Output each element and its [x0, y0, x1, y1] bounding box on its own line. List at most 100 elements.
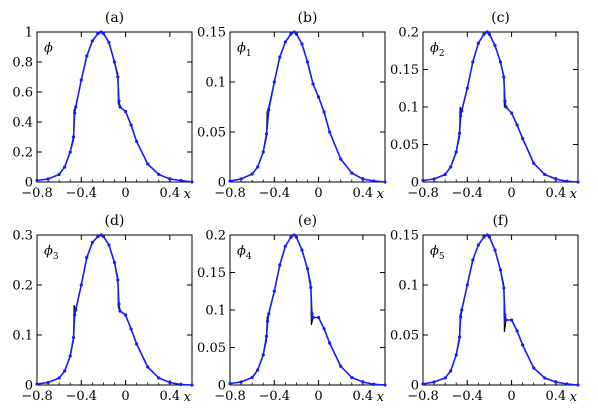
computed-point: [515, 123, 519, 127]
computed-point: [112, 60, 117, 64]
computed-point: [79, 283, 83, 287]
computed-point: [129, 327, 133, 331]
y-tick-label: 0.1: [12, 329, 33, 344]
computed-point: [372, 179, 376, 183]
reference-curve: [37, 234, 192, 385]
computed-point: [504, 318, 508, 322]
computed-point: [157, 172, 161, 177]
computed-point: [35, 382, 39, 386]
computed-point: [554, 177, 558, 181]
computed-point: [35, 178, 39, 183]
y-tick-label: 0.8: [12, 56, 33, 71]
computed-point: [509, 111, 514, 115]
computed-point: [272, 289, 276, 293]
computed-point: [503, 99, 507, 103]
computed-point: [322, 327, 326, 331]
computed-point: [521, 136, 525, 141]
y-tick-label: 0.2: [205, 229, 226, 244]
computed-point: [383, 180, 387, 184]
computed-point: [504, 105, 508, 109]
computed-point: [339, 157, 343, 161]
plot-frame: [36, 234, 193, 386]
x-tick-label: −0.8: [407, 186, 439, 201]
x-tick-label: −0.8: [407, 389, 439, 404]
computed-point: [493, 248, 497, 252]
computed-point: [264, 334, 269, 338]
x-tick-label: 0.4: [353, 389, 374, 404]
x-tick-label: −0.4: [65, 186, 97, 201]
computed-point: [46, 380, 50, 385]
variable-label: ϕ1: [237, 41, 252, 59]
plot-frame: [229, 234, 386, 386]
panel-1: (a)ϕ−0.8 −0.4 0 0.4 x00.20.40.60.81: [12, 10, 194, 202]
computed-point: [498, 268, 503, 272]
computed-point: [521, 343, 525, 347]
computed-point: [116, 75, 120, 79]
computed-point: [482, 235, 486, 239]
computed-curve: [230, 233, 385, 385]
computed-point: [460, 109, 464, 113]
y-tick-label: 0.1: [398, 101, 419, 116]
variable-symbol: ϕ: [430, 244, 439, 259]
y-tick-label: 0.15: [197, 26, 226, 41]
computed-point: [107, 40, 111, 45]
computed-point: [256, 165, 260, 169]
panel-label: (e): [298, 213, 317, 229]
computed-point: [239, 177, 243, 181]
y-tick-label: 0.1: [205, 304, 226, 319]
computed-point: [112, 260, 117, 265]
x-tick-label: 0.4: [160, 186, 181, 201]
y-tick-label: 0.1: [205, 76, 226, 91]
computed-point: [267, 312, 271, 316]
plot-frame: [422, 234, 579, 386]
panel-label: (d): [105, 213, 125, 229]
computed-point: [289, 235, 293, 239]
computed-point: [256, 368, 260, 372]
computed-point: [509, 318, 514, 322]
computed-point: [283, 40, 287, 44]
variable-label: ϕ3: [44, 244, 59, 262]
panel-label: (c): [491, 10, 510, 26]
computed-point: [90, 39, 94, 43]
variable-symbol: ϕ: [237, 244, 246, 259]
computed-point: [493, 43, 497, 48]
computed-point: [292, 233, 296, 237]
y-tick-label: 0.05: [197, 126, 226, 141]
computed-point: [294, 32, 299, 36]
computed-point: [443, 172, 447, 177]
computed-point: [316, 95, 321, 99]
computed-curve: [37, 31, 192, 182]
computed-point: [305, 267, 310, 271]
variable-symbol: ϕ: [430, 41, 439, 56]
y-tick-label: 0.05: [197, 341, 226, 356]
computed-point: [328, 130, 332, 134]
computed-point: [107, 243, 111, 247]
computed-point: [460, 308, 464, 312]
computed-point: [503, 313, 507, 317]
computed-point: [272, 80, 276, 84]
computed-point: [239, 380, 243, 384]
computed-curve: [423, 30, 578, 182]
computed-point: [465, 283, 469, 287]
panel-label: (b): [298, 10, 318, 26]
computed-point: [350, 375, 354, 380]
computed-point: [576, 180, 580, 184]
computed-point: [135, 342, 139, 346]
computed-point: [96, 31, 100, 36]
computed-curve: [37, 234, 192, 385]
computed-point: [74, 308, 78, 312]
y-tick-label: 0.2: [398, 26, 419, 41]
computed-point: [316, 315, 321, 320]
reference-curve: [37, 31, 192, 182]
computed-point: [449, 165, 453, 169]
x-tick-label: 0: [314, 186, 322, 201]
x-tick-label: 0: [507, 389, 515, 404]
x-tick-label: 0: [121, 389, 129, 404]
variable-subscript: 5: [439, 252, 445, 262]
computed-point: [289, 32, 293, 36]
computed-point: [459, 315, 463, 319]
computed-point: [96, 234, 100, 239]
computed-point: [465, 86, 469, 90]
computed-point: [457, 131, 462, 135]
x-tick-label: −0.4: [451, 389, 483, 404]
